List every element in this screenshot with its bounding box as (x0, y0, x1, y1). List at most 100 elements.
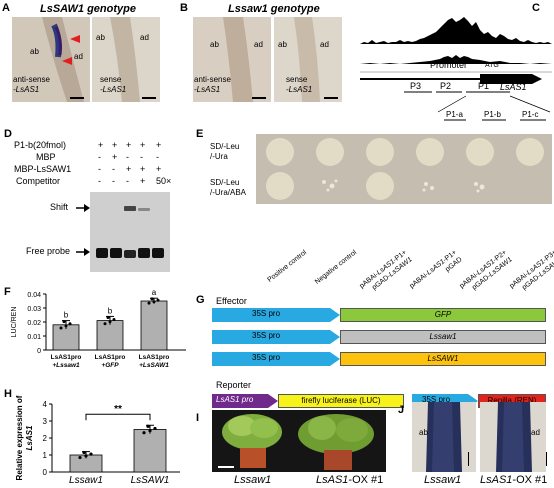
panel-a-title: LsSAW1 genotype (40, 3, 136, 15)
panel-a-caption-2a: sense (100, 75, 122, 84)
effector-gene-box: LsSAW1 (340, 352, 546, 366)
data-point (62, 320, 66, 324)
panel-b-title-text: Lssaw1 genotype (228, 3, 320, 15)
emsa-row-value: - (140, 152, 143, 162)
label-part: Negative control (313, 249, 359, 286)
panel-h-chart: 0 1 2 3 4 Relative expression of LsAS1 Lssaw1 Ls… (15, 395, 180, 486)
significance-stars: ** (114, 404, 122, 415)
panel-b-caption-2a: sense (286, 75, 308, 84)
panel-j-label-2a: LsAS1 (480, 474, 513, 486)
panel-c-p1b: P1-b (484, 110, 501, 119)
emsa-row-value: - (112, 176, 115, 186)
category-label: +GFP (101, 362, 119, 369)
data-point (142, 431, 146, 435)
category-label: +Lssaw1 (52, 362, 80, 369)
arrow-body (212, 330, 330, 344)
bar (96, 320, 124, 351)
data-point (153, 426, 157, 431)
reporter-35s-label: 35S pro (422, 395, 451, 404)
panel-c-promoter: Promoter (430, 60, 468, 70)
scale-bar (546, 452, 547, 466)
panel-c-p1c: P1-c (522, 110, 539, 119)
panel-a-image-antisense (12, 17, 90, 102)
panel-label-c: C (532, 2, 540, 14)
panel-label-f: F (4, 286, 11, 298)
panel-j-label-1: Lssaw1 (424, 474, 462, 486)
emsa-row-value: 50× (156, 176, 172, 186)
panel-a-caption-1a: anti-sense (13, 75, 50, 84)
category-label: LsAS1pro (51, 354, 82, 361)
data-point (64, 324, 68, 328)
emsa-row-value: + (126, 164, 132, 174)
panel-i-label-2b: -OX #1 (348, 474, 384, 486)
scale-bar (324, 97, 338, 99)
panel-j-label-2: LsAS1-OX #1 (480, 474, 547, 486)
panel-i-label-1: Lssaw1 (234, 474, 272, 486)
panel-c-p1a: P1-a (446, 110, 463, 119)
reporter-promoter-arrow: LsAS1 pro (212, 394, 278, 408)
panel-b-caption-2b: -LsAS1 (286, 85, 313, 94)
panel-a-ab-2: ab (96, 33, 105, 42)
panel-e-row2-label: SD/-Leu /-Ura/ABA (210, 178, 246, 198)
panel-a-ab-1: ab (30, 47, 39, 56)
arrow-tip (330, 352, 340, 366)
significance-letter: b (64, 311, 69, 320)
y-tick-label: 0.04 (27, 292, 41, 299)
data-point (148, 428, 152, 433)
category-label: +LsSAW1 (139, 362, 169, 369)
scale-bar (468, 452, 469, 466)
panel-j-image-1 (412, 402, 476, 472)
category-label: LsSAW1 (131, 475, 170, 486)
yeast-plate (256, 134, 552, 204)
emsa-row-value: + (140, 164, 146, 174)
emsa-row-value: - (156, 152, 159, 162)
emsa-row-value: - (98, 152, 101, 162)
micrograph-b2 (274, 17, 342, 102)
arrow-body (212, 394, 268, 408)
emsa-row-value: + (156, 140, 162, 150)
panel-j-image-2 (480, 402, 546, 472)
panel-e-row1-label: SD/-Leu /-Ura (210, 142, 239, 162)
y-tick-label: 2 (43, 434, 48, 443)
data-point (68, 322, 72, 326)
y-axis-label: Relative expression of (15, 395, 24, 480)
panel-g-reporter: Reporter (216, 380, 252, 390)
panel-a-title-text: LsSAW1 genotype (40, 3, 136, 15)
y-tick-label: 3 (43, 417, 48, 426)
data-point (103, 322, 107, 326)
y-tick-label: 0 (37, 348, 41, 355)
micrograph-a1 (12, 17, 90, 102)
gel-bands (90, 192, 170, 272)
effector-gene-box: Lssaw1 (340, 330, 546, 344)
panel-e-row1-b: /-Ura (210, 152, 228, 161)
panel-b-caption-1a: anti-sense (194, 75, 231, 84)
panel-b-title: Lssaw1 genotype (228, 3, 320, 15)
emsa-row-value: + (156, 164, 162, 174)
arrow-tip (268, 394, 278, 408)
emsa-row-label: MBP (36, 152, 56, 162)
panel-a-ad-1: ad (74, 52, 83, 61)
emsa-row-value: - (98, 176, 101, 186)
panel-label-d: D (4, 128, 12, 140)
panel-j-ab: ab (419, 428, 428, 437)
panel-b-image-sense (274, 17, 342, 102)
panel-label-e: E (196, 128, 204, 140)
scale-bar (70, 97, 84, 99)
emsa-row-value: - (98, 164, 101, 174)
emsa-row-label: MBP-LsSAW1 (14, 164, 72, 174)
emsa-row-value: + (140, 176, 146, 186)
emsa-row-value: + (112, 152, 118, 162)
panel-j-label-2b: -OX #1 (512, 474, 548, 486)
panel-i-label-2: LsAS1-OX #1 (316, 474, 383, 486)
scale-bar (142, 97, 156, 99)
panel-label-h: H (4, 388, 12, 400)
emsa-shift-label: Shift (50, 202, 69, 212)
data-point (147, 301, 151, 305)
emsa-row-value: + (98, 140, 104, 150)
promoter-label: 35S pro (252, 309, 281, 318)
panel-label-b: B (180, 2, 188, 14)
panel-b-ad-1: ad (254, 40, 263, 49)
micrograph-b1 (193, 17, 271, 102)
shift-arrow-icon (76, 204, 90, 212)
